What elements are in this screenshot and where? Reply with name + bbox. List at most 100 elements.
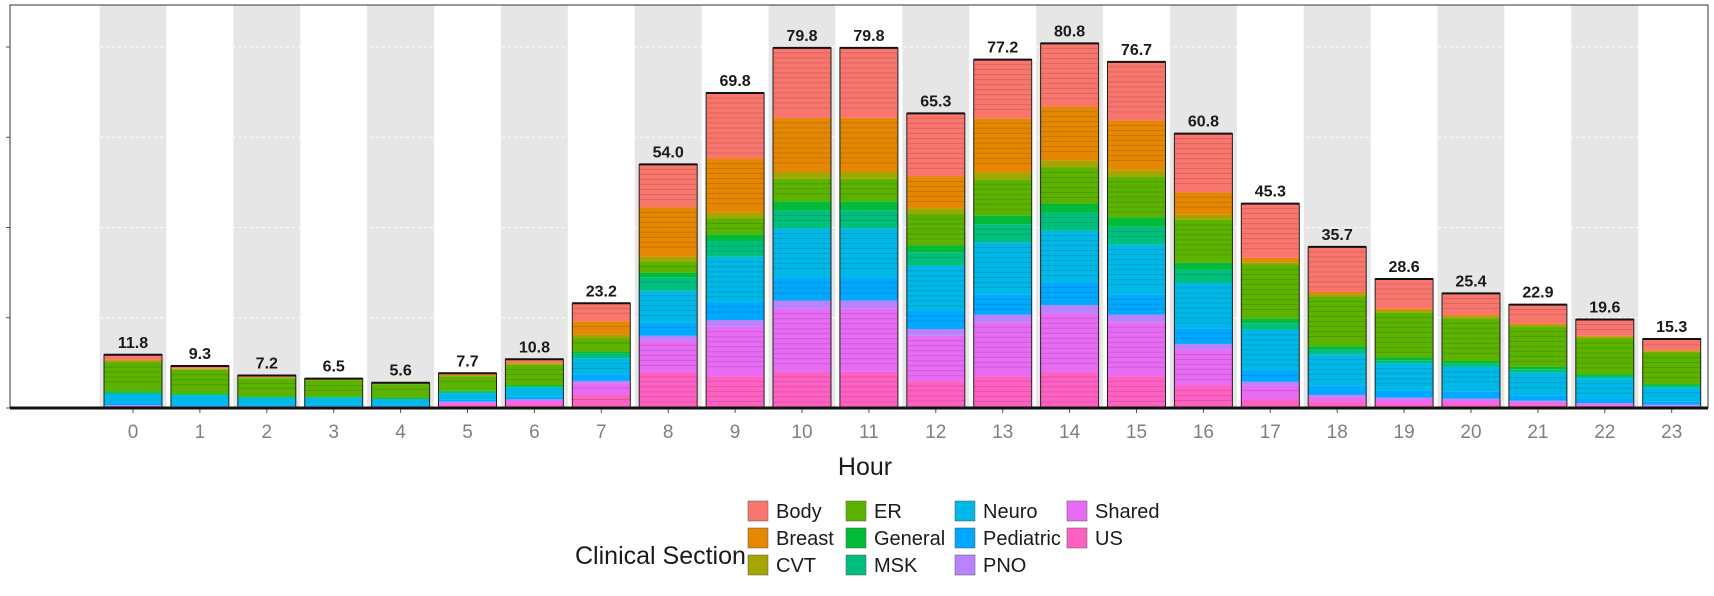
- bar-segment-pediatric: [973, 294, 1032, 315]
- x-tick-label: 3: [328, 422, 339, 443]
- bar-segment-us: [1174, 385, 1233, 408]
- bar-segment-er: [304, 380, 363, 397]
- bar-segment-breast: [1308, 292, 1367, 295]
- bar-segment-general: [1107, 217, 1166, 227]
- bar-segment-shared: [1508, 401, 1567, 405]
- x-tick-label: 9: [730, 422, 741, 443]
- bar-segment-msk: [104, 392, 162, 395]
- bar-segment-breast: [973, 118, 1032, 173]
- bar-segment-pno: [1174, 343, 1233, 350]
- bar-segment-cvt: [1174, 214, 1233, 220]
- x-tick-label: 5: [462, 422, 473, 443]
- legend-swatch: [747, 527, 769, 549]
- value-label: 28.6: [1389, 259, 1420, 276]
- bar-segment-breast: [1241, 257, 1300, 263]
- bar-segment-general: [906, 245, 965, 253]
- bar-segment-msk: [237, 397, 296, 399]
- bar-segment-pno: [973, 314, 1032, 323]
- bar-segment-neuro: [237, 398, 296, 405]
- bar-segment-er: [572, 338, 631, 352]
- bar-segment-breast: [1174, 192, 1233, 215]
- bar-segment-pediatric: [1308, 385, 1367, 395]
- bar-segment-er: [104, 361, 162, 392]
- bar-stack-hour-2: [237, 374, 297, 409]
- column-shade: [367, 5, 435, 408]
- bar-segment-cvt: [572, 334, 631, 339]
- bar-segment-breast: [639, 207, 698, 257]
- bar-segment-breast: [505, 362, 564, 364]
- column-shade: [99, 5, 167, 408]
- bar-segment-shared: [1375, 398, 1434, 404]
- bar-segment-shared: [706, 326, 765, 377]
- legend-item-neuro: Neuro: [954, 500, 1037, 523]
- bar-segment-neuro: [839, 228, 898, 279]
- bar-segment-cvt: [1375, 310, 1434, 313]
- bar-segment-body: [1241, 203, 1300, 258]
- legend-label: General: [874, 528, 945, 550]
- legend-swatch: [845, 554, 867, 576]
- bar-segment-pediatric: [1508, 395, 1567, 401]
- bar-segment-neuro: [572, 358, 631, 375]
- x-tick-label: 13: [992, 422, 1013, 443]
- bar-segment-cvt: [237, 377, 296, 379]
- bar-segment-shared: [572, 383, 631, 395]
- bar-segment-pno: [572, 380, 631, 384]
- bar-segment-body: [1642, 339, 1701, 351]
- bar-segment-er: [1040, 167, 1099, 204]
- bar-segment-cvt: [1308, 294, 1367, 297]
- bar-segment-general: [1508, 366, 1567, 370]
- bar-segment-pno: [1040, 305, 1099, 314]
- bar-segment-pediatric: [304, 404, 363, 407]
- bar-stack-hour-12: [906, 112, 966, 409]
- bar-segment-neuro: [1575, 378, 1634, 399]
- bar-segment-neuro: [505, 387, 564, 397]
- bar-segment-pno: [1575, 403, 1634, 404]
- bar-segment-cvt: [1442, 316, 1500, 319]
- bar-stack-hour-5: [438, 372, 497, 409]
- legend-item-er: ER: [845, 500, 902, 523]
- bar-segment-body: [572, 303, 631, 322]
- bar-segment-pediatric: [773, 278, 831, 301]
- bar-segment-body: [1575, 319, 1634, 336]
- legend-item-pno: PNO: [954, 554, 1026, 577]
- bar-segment-cvt: [438, 375, 497, 377]
- bar-stack-hour-1: [170, 365, 230, 409]
- x-tick-label: 14: [1059, 422, 1081, 443]
- bar-segment-er: [371, 384, 430, 398]
- bar-segment-pno: [773, 300, 831, 309]
- bar-segment-body: [839, 47, 898, 118]
- bar-segment-neuro: [1174, 283, 1233, 329]
- bar-stack-hour-18: [1307, 245, 1367, 409]
- bar-stack-hour-13: [973, 58, 1033, 409]
- bar-segment-us: [505, 403, 564, 408]
- legend-swatch: [1066, 500, 1088, 522]
- bar-segment-msk: [572, 353, 631, 359]
- bar-segment-pediatric: [1642, 401, 1701, 405]
- x-tick-label: 22: [1594, 422, 1615, 443]
- bar-segment-er: [1375, 312, 1434, 358]
- value-label: 79.8: [853, 28, 884, 45]
- bar-segment-general: [1241, 318, 1300, 324]
- bar-segment-msk: [1107, 226, 1166, 245]
- bar-segment-breast: [572, 321, 631, 335]
- legend-item-shared: Shared: [1066, 500, 1160, 523]
- bar-segment-cvt: [1040, 160, 1099, 168]
- bar-segment-neuro: [1241, 329, 1300, 371]
- bar-segment-er: [505, 364, 564, 385]
- bar-segment-er: [639, 261, 698, 273]
- bar-segment-pediatric: [1174, 328, 1233, 344]
- bar-segment-msk: [1642, 385, 1701, 388]
- bar-segment-msk: [1508, 369, 1567, 373]
- x-tick-label: 12: [925, 422, 946, 443]
- x-tick-label: 6: [529, 422, 540, 443]
- value-label: 45.3: [1255, 184, 1286, 201]
- bar-segment-cvt: [1642, 351, 1701, 353]
- bar-segment-pno: [1308, 394, 1367, 397]
- bar-segment-body: [1442, 293, 1500, 316]
- x-tick-label: 8: [663, 422, 674, 443]
- bar-segment-neuro: [1442, 366, 1500, 392]
- bar-stack-hour-17: [1240, 202, 1300, 409]
- bar-segment-shared: [839, 308, 898, 372]
- bar-segment-general: [438, 390, 497, 392]
- value-label: 15.3: [1656, 319, 1687, 336]
